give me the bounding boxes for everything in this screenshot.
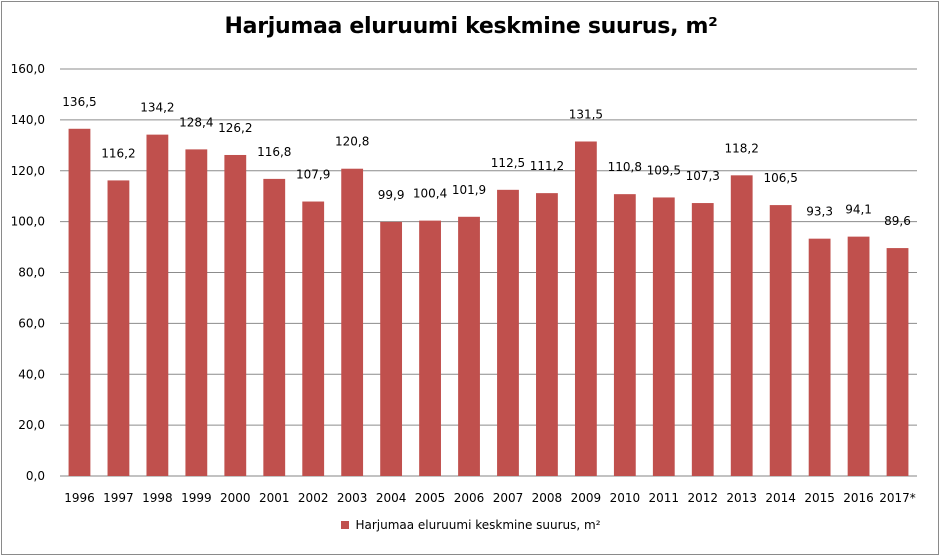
data-label: 136,5: [62, 95, 96, 109]
data-label: 134,2: [140, 101, 174, 115]
x-tick-label: 2004: [376, 491, 407, 505]
data-label: 109,5: [647, 163, 681, 177]
x-tick-label: 2015: [804, 491, 835, 505]
bar: [536, 193, 558, 476]
bar: [302, 201, 325, 477]
x-tick-label: 2013: [726, 491, 757, 505]
data-label: 107,3: [686, 169, 720, 183]
data-label: 99,9: [378, 188, 405, 202]
y-tick-label: 20,0: [18, 418, 45, 432]
bar: [691, 203, 714, 477]
bar: [574, 141, 597, 476]
bar: [730, 175, 753, 477]
bar: [886, 248, 909, 476]
data-label: 106,5: [763, 171, 797, 185]
bar: [497, 189, 519, 476]
data-label: 89,6: [884, 214, 911, 228]
bar: [769, 205, 792, 476]
y-tick-label: 80,0: [18, 266, 45, 280]
chart-title: Harjumaa eluruumi keskmine suurus, m²: [224, 14, 718, 39]
x-tick-label: 2008: [532, 491, 563, 505]
x-tick-label: 2017*: [879, 491, 916, 505]
data-label: 128,4: [179, 115, 213, 129]
legend-label: Harjumaa eluruumi keskmine suurus, m²: [355, 518, 601, 532]
bar: [263, 178, 286, 476]
x-tick-label: 2007: [493, 491, 524, 505]
x-tick-label: 2005: [415, 491, 446, 505]
legend: Harjumaa eluruumi keskmine suurus, m²: [0, 518, 942, 532]
bar: [613, 194, 636, 476]
bar: [224, 154, 247, 476]
y-tick-label: 160,0: [11, 62, 45, 76]
bar: [808, 238, 831, 476]
x-tick-label: 2014: [765, 491, 796, 505]
x-tick-label: 1996: [64, 491, 95, 505]
data-label: 120,8: [335, 135, 369, 149]
data-label: 118,2: [725, 141, 759, 155]
bar: [652, 197, 675, 476]
bar: [458, 216, 480, 476]
x-tick-label: 2002: [298, 491, 329, 505]
bar: [847, 236, 870, 476]
data-label: 94,1: [845, 203, 872, 217]
bar: [419, 220, 441, 476]
x-tick-label: 2001: [259, 491, 290, 505]
x-tick-label: 1998: [142, 491, 173, 505]
data-label: 111,2: [530, 159, 564, 173]
data-label: 112,5: [491, 156, 525, 170]
x-tick-label: 2011: [649, 491, 680, 505]
bar: [185, 149, 208, 476]
x-tick-label: 2003: [337, 491, 368, 505]
data-label: 101,9: [452, 183, 486, 197]
data-label: 107,9: [296, 168, 330, 182]
bar: [68, 128, 91, 476]
data-label: 131,5: [569, 107, 603, 121]
y-tick-label: 120,0: [11, 164, 45, 178]
x-tick-label: 2000: [220, 491, 251, 505]
bar: [341, 168, 364, 476]
x-tick-label: 2010: [610, 491, 641, 505]
y-tick-label: 100,0: [11, 215, 45, 229]
bar: [146, 134, 169, 476]
y-tick-label: 0,0: [26, 469, 45, 483]
x-tick-label: 2009: [571, 491, 602, 505]
x-tick-label: 1999: [181, 491, 212, 505]
x-tick-label: 2016: [843, 491, 874, 505]
bar: [107, 180, 130, 476]
x-tick-label: 1997: [103, 491, 134, 505]
y-tick-label: 40,0: [18, 367, 45, 381]
data-label: 116,2: [101, 146, 135, 160]
bar: [380, 221, 403, 476]
data-label: 126,2: [218, 121, 252, 135]
x-tick-label: 2006: [454, 491, 485, 505]
y-tick-label: 140,0: [11, 113, 45, 127]
x-tick-label: 2012: [687, 491, 718, 505]
data-label: 110,8: [608, 160, 642, 174]
data-label: 100,4: [413, 187, 447, 201]
y-tick-label: 60,0: [18, 316, 45, 330]
data-label: 116,8: [257, 145, 291, 159]
data-label: 93,3: [806, 205, 833, 219]
legend-swatch: [341, 521, 350, 529]
